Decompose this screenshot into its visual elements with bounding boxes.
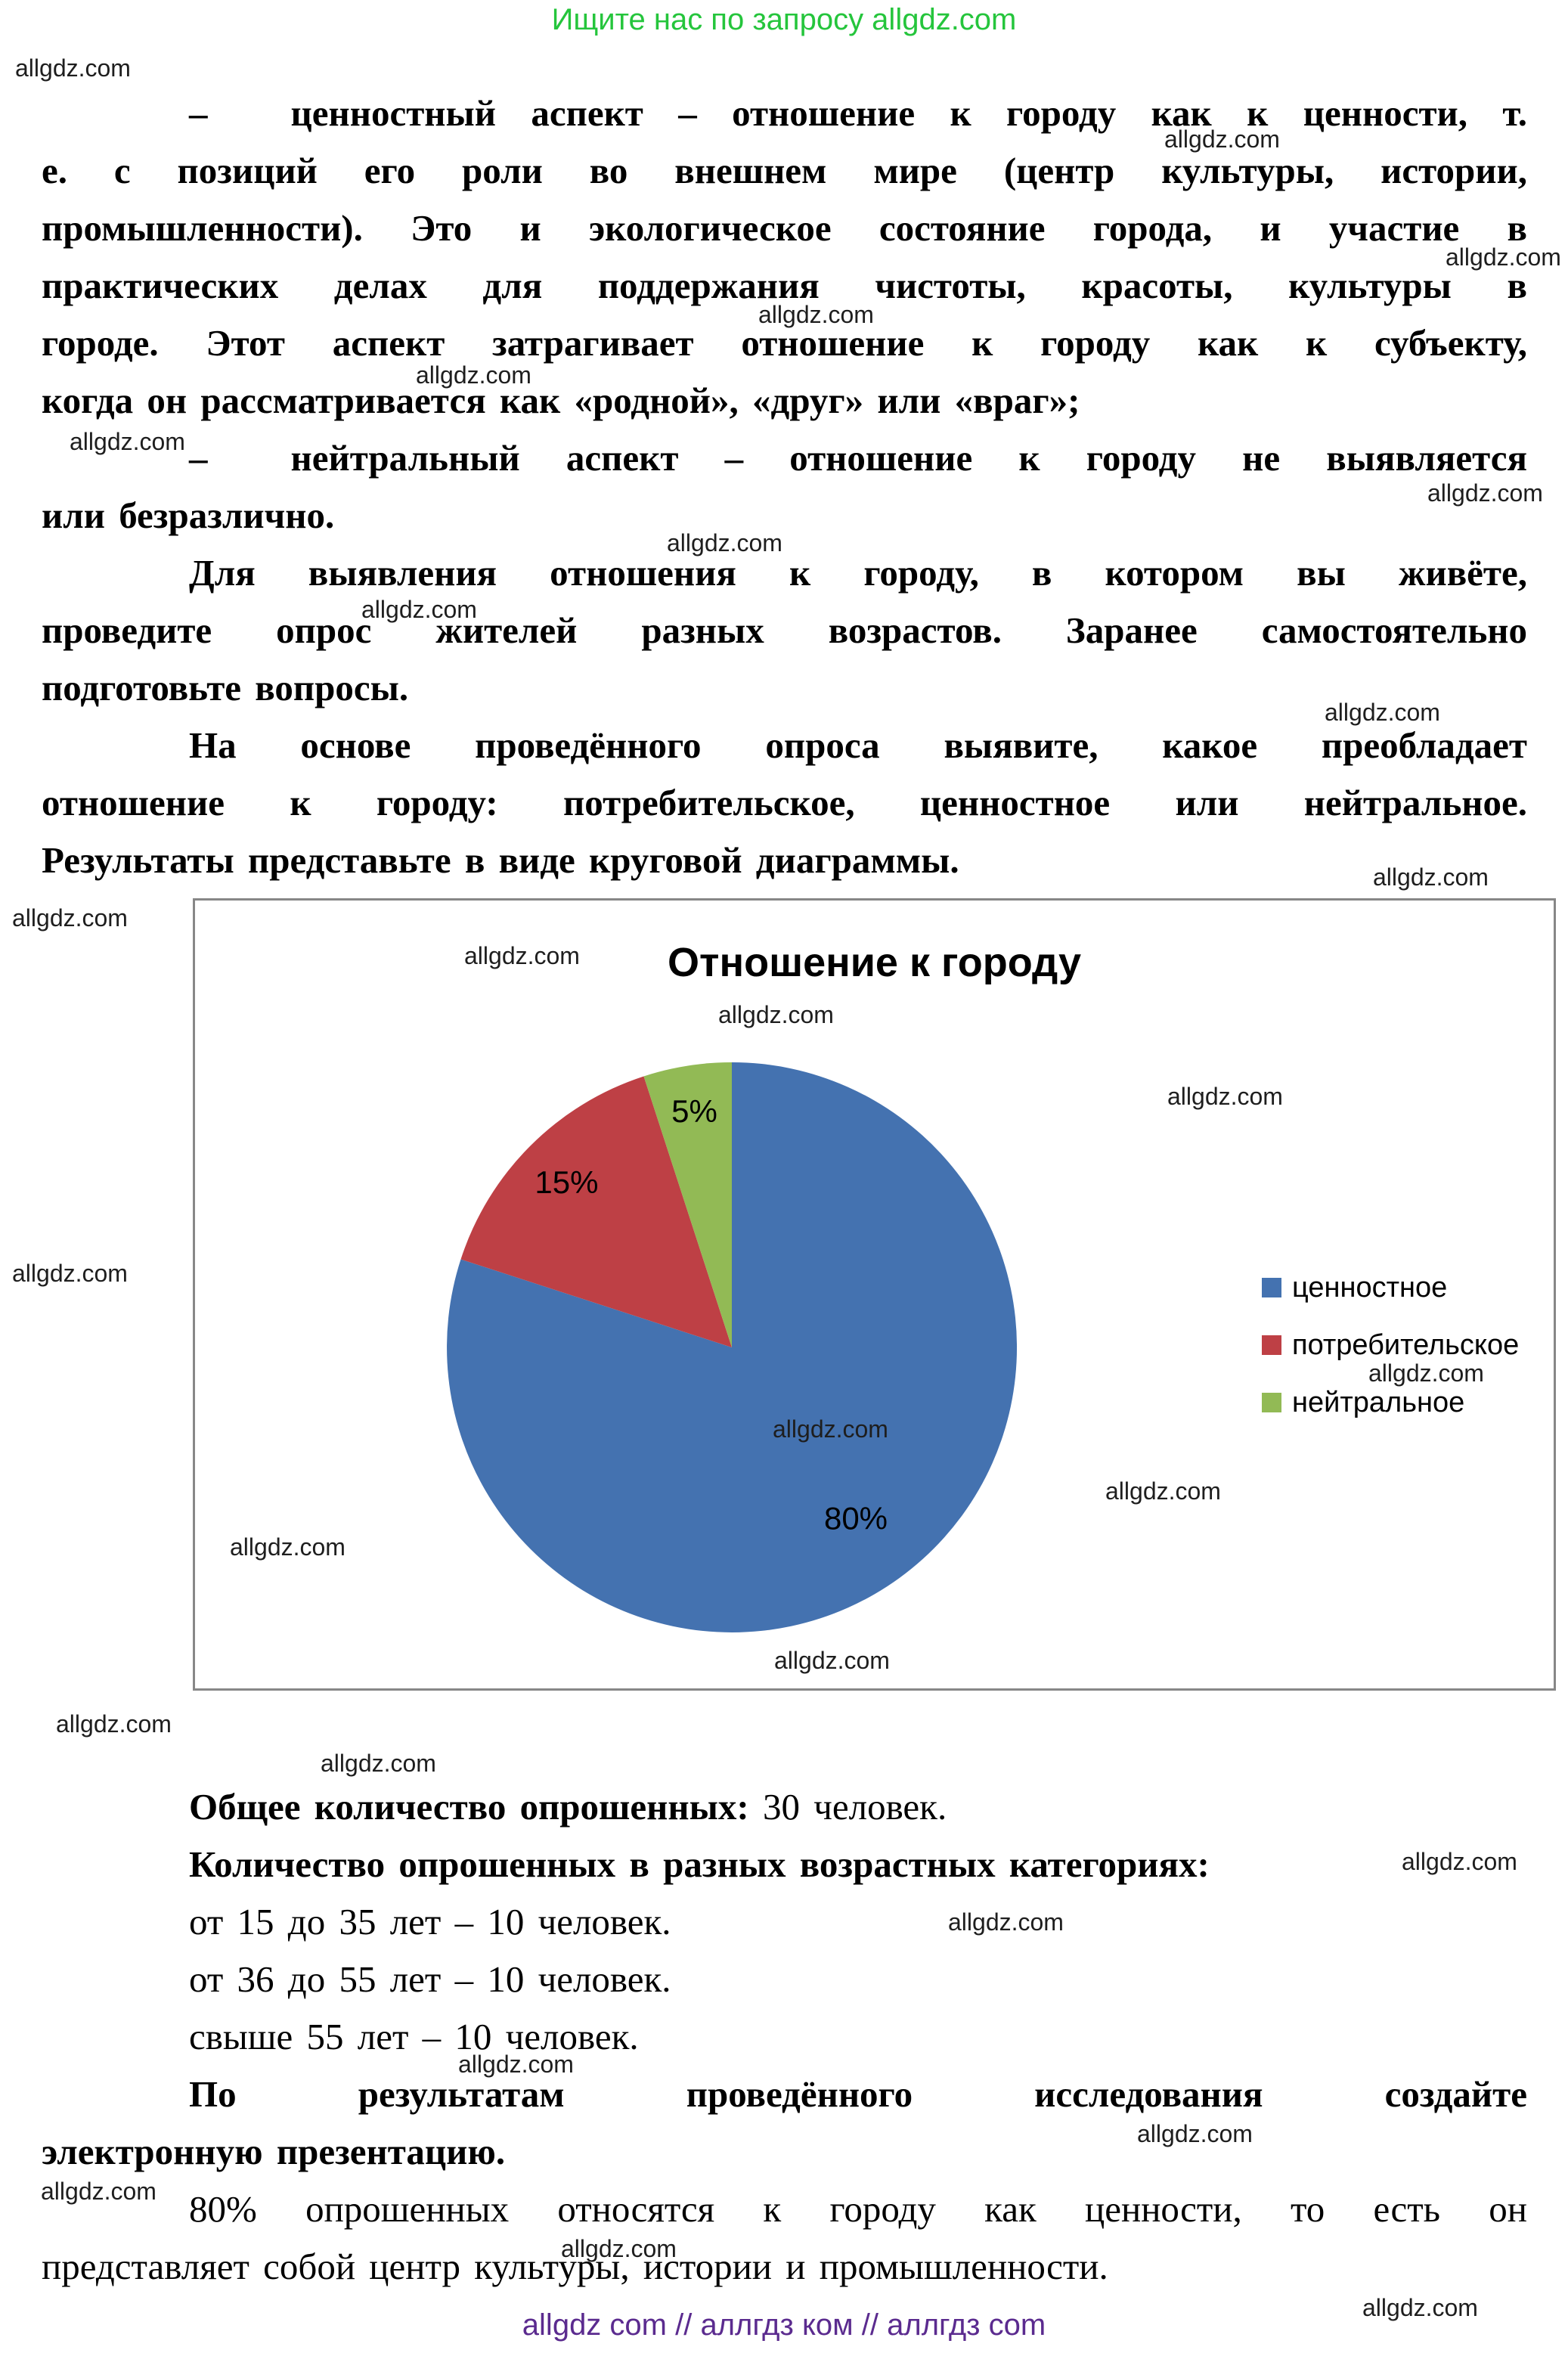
text-run: 80% опрошенных относятся к городу как це… — [189, 2188, 1527, 2230]
text-run: электронную презентацию. — [42, 2131, 506, 2172]
text-run: – — [189, 437, 208, 479]
text-run: от 36 до 55 лет – 10 человек. — [189, 1958, 671, 2000]
text-run: проведите опрос жителей разных возрастов… — [42, 609, 1527, 651]
text-run: когда он рассматривается как «родной», «… — [42, 380, 1080, 421]
legend-item: потребительское — [1262, 1330, 1519, 1360]
text-line: Для выявления отношения к городу, в кото… — [42, 544, 1527, 602]
pie-label: 5% — [671, 1093, 717, 1129]
legend-swatch-icon — [1262, 1335, 1281, 1355]
watermark: allgdz.com — [12, 1260, 128, 1287]
text-line: – ценностный аспект – отношение к городу … — [42, 85, 1527, 142]
text-run: 30 человек. — [762, 1786, 947, 1828]
text-line: проведите опрос жителей разных возрастов… — [42, 602, 1527, 659]
text-line: когда он рассматривается как «родной», «… — [42, 372, 1527, 429]
text-run: ценностный аспект – отношение к городу к… — [290, 92, 1528, 134]
text-line: представляет собой центр культуры, истор… — [42, 2238, 1527, 2296]
legend-label: потребительское — [1292, 1329, 1520, 1361]
text-run: промышленности). Это и экологическое сос… — [42, 207, 1527, 249]
text-line: от 36 до 55 лет – 10 человек. — [42, 1951, 1527, 2008]
pie-chart-panel: Отношение к городу 80% 15% 5% ценностное по… — [193, 898, 1556, 1691]
text-run: Количество опрошенных в разных возрастны… — [189, 1843, 1210, 1885]
text-line: подготовьте вопросы. — [42, 659, 1527, 717]
pie-label: 15% — [535, 1164, 598, 1200]
text-run: Результаты представьте в виде круговой д… — [42, 839, 959, 881]
text-run: Общее количество опрошенных: — [189, 1786, 763, 1828]
chart-title: Отношение к городу — [668, 940, 1081, 985]
pie-svg: 80% 15% 5% — [447, 1062, 1018, 1632]
watermark: allgdz.com — [12, 904, 128, 932]
text-line: или безразлично. — [42, 487, 1527, 544]
document-text-bottom: Общее количество опрошенных: 30 человек.… — [42, 1778, 1527, 2296]
text-run: Для выявления отношения к городу, в кото… — [189, 552, 1527, 594]
watermark: allgdz.com — [15, 54, 131, 82]
legend-label: ценностное — [1292, 1272, 1448, 1304]
legend-label: нейтральное — [1292, 1387, 1465, 1418]
pie-slice-нейтральное — [643, 1062, 732, 1347]
pie-label: 80% — [824, 1500, 888, 1536]
text-line: электронную презентацию. — [42, 2123, 1527, 2181]
text-line: промышленности). Это и экологическое сос… — [42, 200, 1527, 257]
legend-swatch-icon — [1262, 1393, 1281, 1412]
text-run: е. с позиций его роли во внешнем мире (ц… — [42, 150, 1527, 191]
document-text-top: – ценностный аспект – отношение к городу … — [42, 85, 1527, 889]
text-line: На основе проведённого опроса выявите, к… — [42, 717, 1527, 774]
text-line: свыше 55 лет – 10 человек. — [42, 2008, 1527, 2066]
text-line: Результаты представьте в виде круговой д… — [42, 832, 1527, 889]
text-run: городе. Этот аспект затрагивает отношени… — [42, 322, 1527, 364]
text-line: отношение к городу: потребительское, цен… — [42, 774, 1527, 832]
text-run: нейтральный аспект – отношение к городу … — [290, 437, 1528, 479]
watermark: allgdz.com — [56, 1710, 172, 1738]
pie-slice-ценностное — [447, 1062, 1018, 1632]
legend-swatch-icon — [1262, 1278, 1281, 1297]
text-run: представляет собой центр культуры, истор… — [42, 2246, 1108, 2287]
pie-chart: 80% 15% 5% — [446, 1062, 1018, 1633]
text-run: – — [189, 92, 208, 134]
text-line: е. с позиций его роли во внешнем мире (ц… — [42, 142, 1527, 200]
text-line: – нейтральный аспект – отношение к городу… — [42, 429, 1527, 487]
pie-slice-потребительское — [460, 1076, 732, 1347]
text-line: Общее количество опрошенных: 30 человек. — [42, 1778, 1527, 1836]
footer-links: allgdz com // аллгдз ком // аллгдз com — [522, 2308, 1046, 2342]
text-run: свыше 55 лет – 10 человек. — [189, 2016, 639, 2057]
chart-legend: ценностное потребительское нейтральное — [1262, 1273, 1519, 1445]
promo-banner: Ищите нас по запросу allgdz.com — [551, 3, 1017, 36]
text-line: 80% опрошенных относятся к городу как це… — [42, 2181, 1527, 2238]
legend-item: ценностное — [1262, 1273, 1519, 1303]
text-run: подготовьте вопросы. — [42, 667, 409, 708]
text-line: По результатам проведённого исследования… — [42, 2066, 1527, 2123]
text-run: На основе проведённого опроса выявите, к… — [189, 724, 1527, 766]
legend-item: нейтральное — [1262, 1387, 1519, 1418]
text-line: городе. Этот аспект затрагивает отношени… — [42, 315, 1527, 372]
text-run: отношение к городу: потребительское, цен… — [42, 782, 1527, 823]
text-run: или безразлично. — [42, 494, 335, 536]
text-run: от 15 до 35 лет – 10 человек. — [189, 1901, 671, 1942]
text-line: практических делах для поддержания чисто… — [42, 257, 1527, 315]
text-run: По результатам проведённого исследования… — [189, 2073, 1527, 2115]
text-line: Количество опрошенных в разных возрастны… — [42, 1836, 1527, 1893]
watermark: allgdz.com — [321, 1750, 436, 1777]
text-line: от 15 до 35 лет – 10 человек. — [42, 1893, 1527, 1951]
text-run: практических делах для поддержания чисто… — [42, 265, 1527, 306]
